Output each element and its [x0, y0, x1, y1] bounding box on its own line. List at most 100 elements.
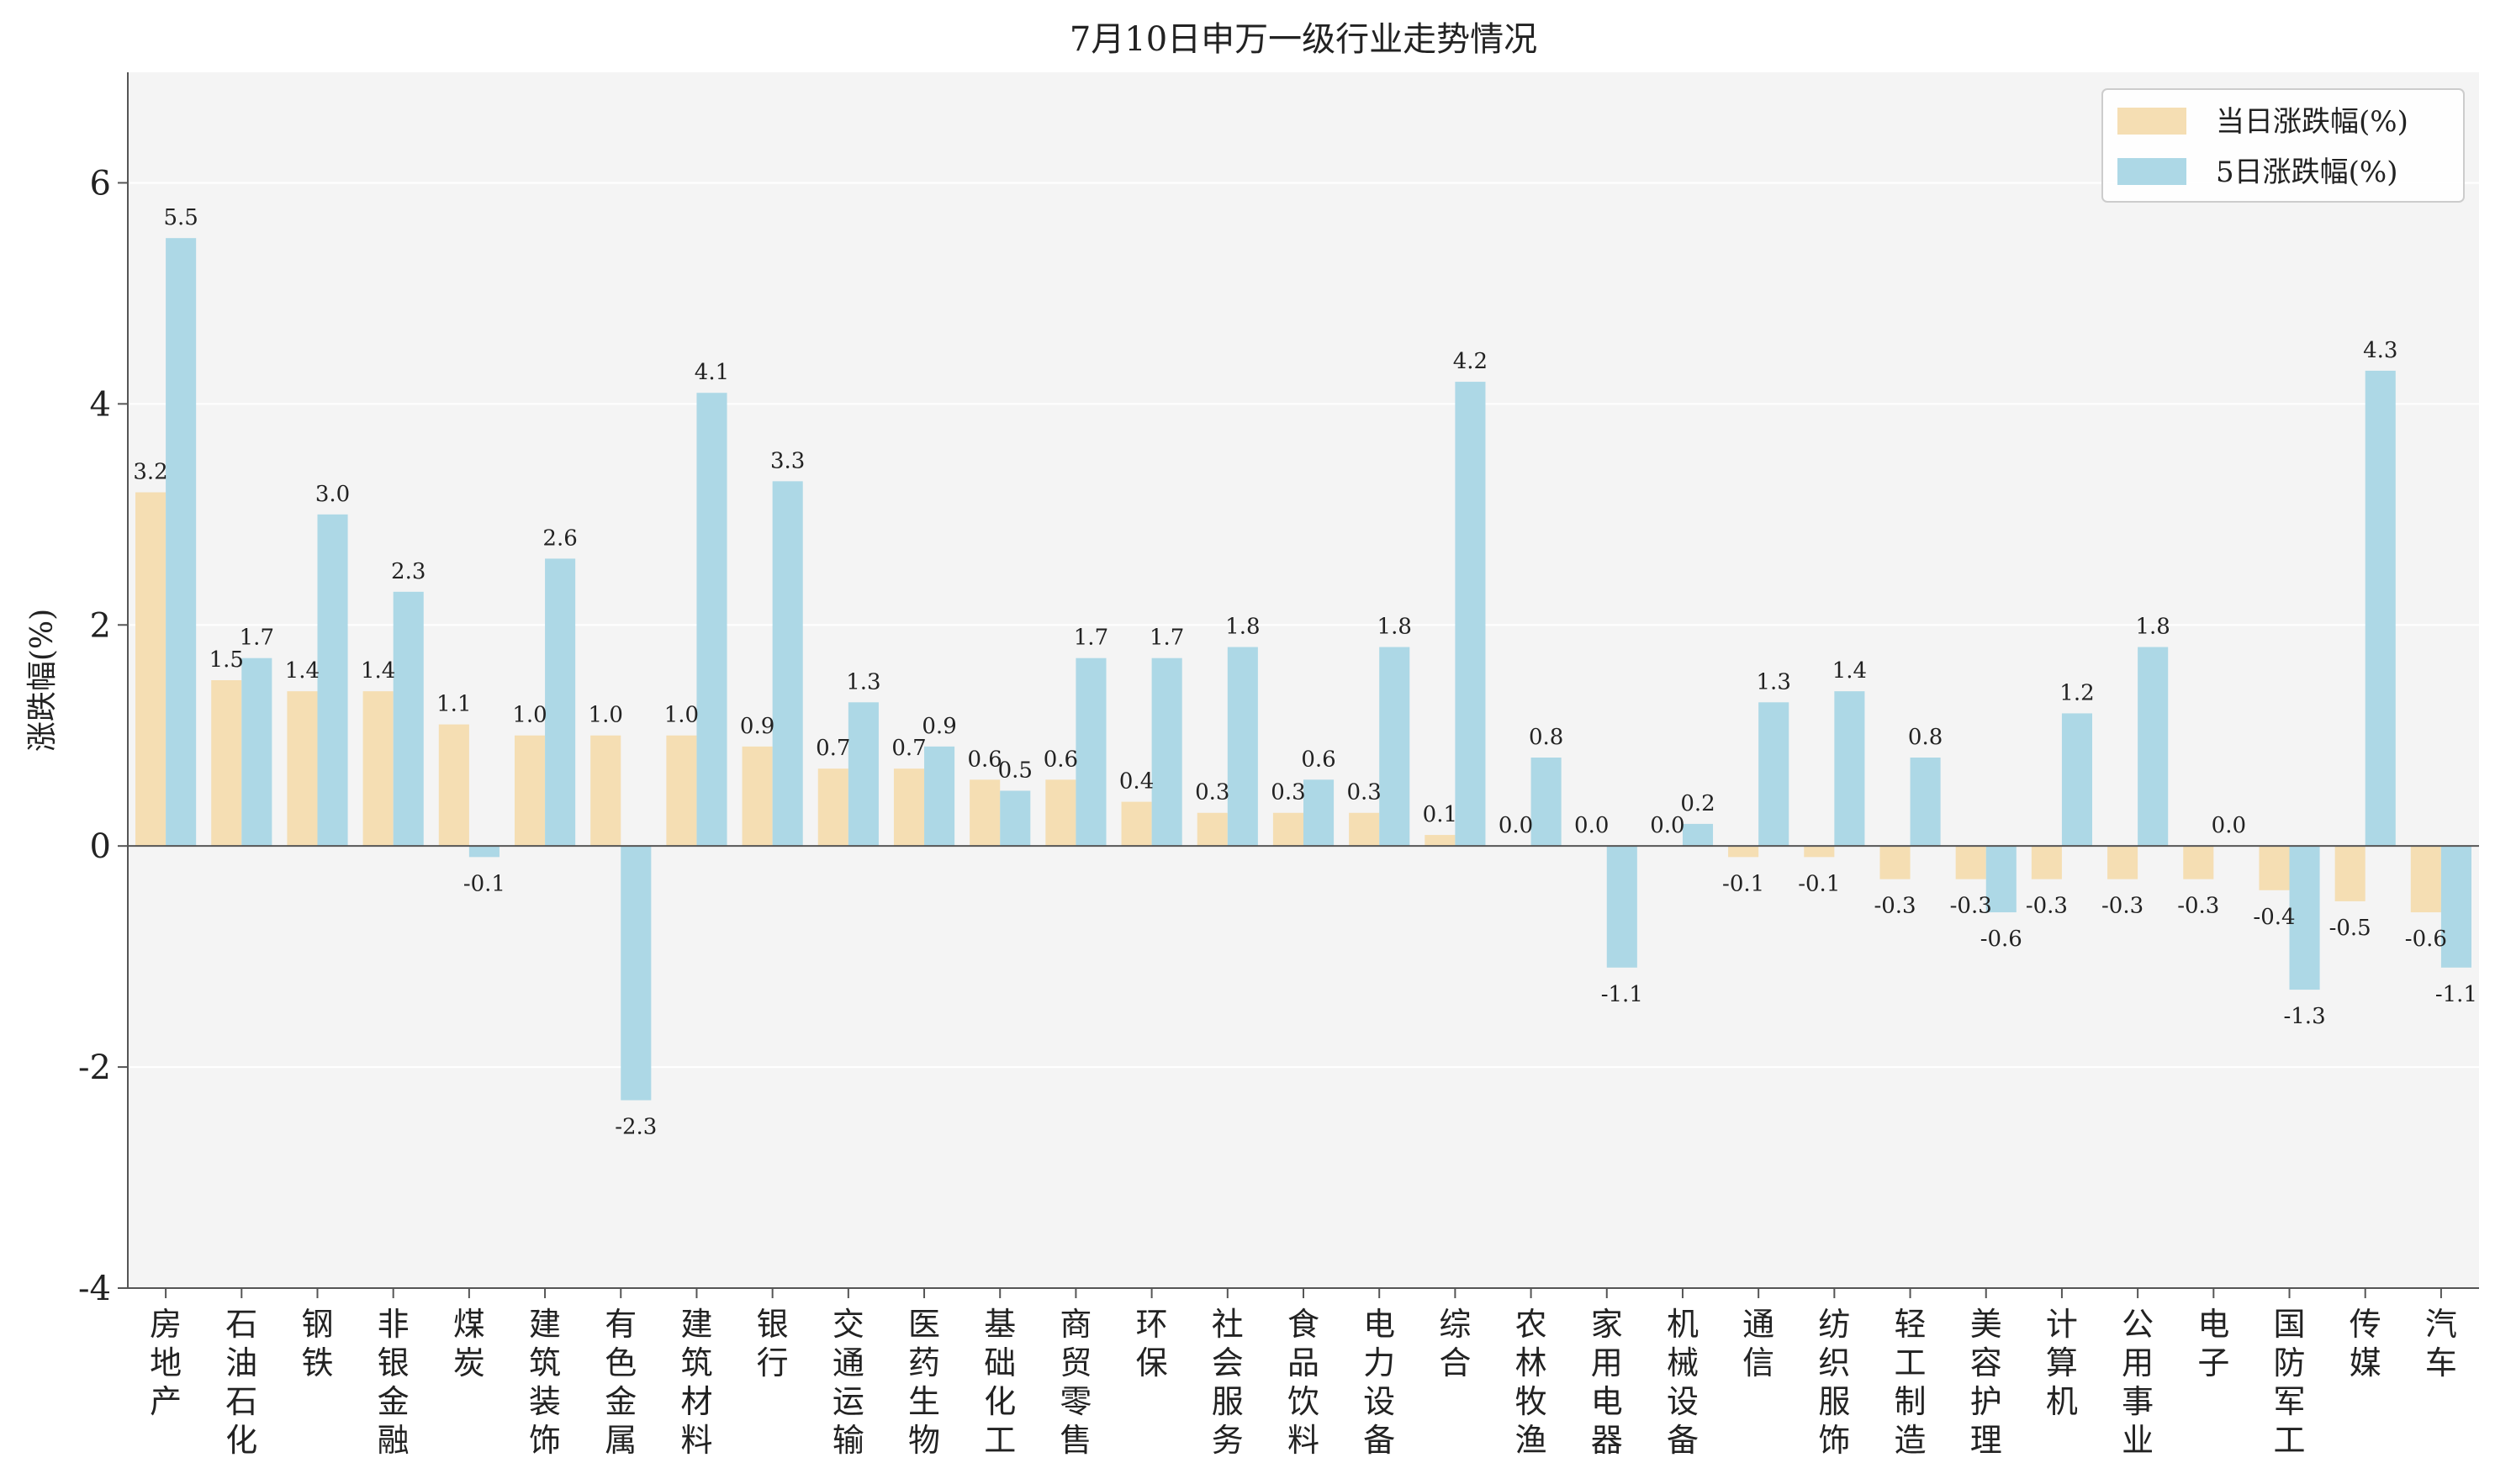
x-tick-label-27: 电子 — [2197, 1306, 2229, 1381]
bar-5day-26 — [2138, 647, 2169, 847]
x-tick-label-5: 建筑装饰 — [529, 1306, 561, 1459]
bar-5day-8 — [772, 481, 803, 847]
legend-swatch-5day — [2117, 158, 2186, 185]
x-tick-label-6: 有色金属 — [605, 1306, 637, 1459]
data-label-5day-21: 1.3 — [1757, 669, 1791, 694]
data-label-5day-16: 1.8 — [1377, 615, 1412, 640]
bar-5day-14 — [1227, 647, 1258, 847]
bar-5day-2 — [317, 514, 348, 847]
data-label-daily-27: -0.3 — [2177, 894, 2219, 919]
data-label-5day-0: 5.5 — [163, 205, 198, 230]
bar-daily-1 — [211, 680, 242, 847]
data-label-daily-14: 0.3 — [1195, 780, 1229, 805]
bar-5day-22 — [1834, 691, 1865, 847]
data-label-daily-15: 0.3 — [1271, 780, 1305, 805]
data-label-daily-3: 1.4 — [361, 658, 395, 684]
bar-5day-5 — [545, 558, 576, 847]
data-label-5day-30: -1.1 — [2435, 982, 2477, 1007]
x-tick-label-10: 医药生物 — [908, 1306, 940, 1459]
data-labels: 3.21.5 1.4 1.41.1 1.0 1.0 1.0 0.90.7 0.7 0.6 0.60… — [133, 205, 2477, 1139]
data-label-5day-1: 1.7 — [240, 626, 274, 651]
data-label-5day-26: 1.8 — [2135, 615, 2170, 640]
x-tick-label-11: 基础化工 — [984, 1306, 1016, 1459]
data-label-daily-26: -0.3 — [2101, 894, 2143, 919]
data-label-daily-29: -0.5 — [2329, 916, 2371, 941]
x-tick-label-21: 通信 — [1742, 1306, 1774, 1381]
x-tick-label-29: 传媒 — [2350, 1306, 2381, 1381]
x-tick-label-1: 石油石化 — [225, 1306, 257, 1459]
legend: 当日涨跌幅(%) 5日涨跌幅(%) — [2101, 88, 2465, 203]
chart-title: 7月10日申万一级行业走势情况 — [1070, 20, 1537, 59]
data-label-5day-23: 0.8 — [1908, 725, 1943, 750]
data-label-5day-5: 2.6 — [542, 525, 577, 551]
y-tick-label: 6 — [90, 164, 111, 203]
y-tick-label: -2 — [78, 1048, 111, 1087]
bar-5day-0 — [166, 238, 197, 847]
data-label-daily-16: 0.3 — [1346, 780, 1381, 805]
bar-daily-25 — [2031, 846, 2062, 879]
data-label-daily-11: 0.6 — [968, 747, 1002, 772]
x-tick-label-15: 食品饮料 — [1287, 1306, 1319, 1459]
data-label-5day-8: 3.3 — [770, 448, 805, 473]
bar-daily-10 — [893, 768, 925, 847]
data-label-5day-9: 1.3 — [846, 669, 880, 694]
bar-daily-28 — [2259, 846, 2290, 890]
data-label-daily-4: 1.1 — [436, 692, 471, 717]
data-label-5day-4: -0.1 — [463, 871, 505, 896]
data-label-5day-19: -1.1 — [1601, 982, 1643, 1007]
bar-5day-15 — [1303, 779, 1335, 847]
data-label-5day-11: 0.5 — [998, 758, 1033, 783]
data-label-5day-10: 0.9 — [922, 714, 956, 739]
x-tick-label-19: 家用电器 — [1591, 1306, 1623, 1459]
x-tick-label-17: 综合 — [1439, 1306, 1471, 1381]
legend-label-daily: 当日涨跌幅(%) — [2216, 105, 2408, 139]
data-label-daily-6: 1.0 — [589, 703, 623, 728]
data-label-daily-19: 0.0 — [1574, 813, 1609, 838]
bar-5day-25 — [2061, 713, 2093, 847]
bar-5day-17 — [1455, 382, 1486, 847]
data-label-5day-14: 1.8 — [1225, 615, 1260, 640]
x-tick-label-8: 银行 — [757, 1306, 789, 1381]
bar-daily-13 — [1121, 801, 1152, 847]
bar-5day-18 — [1530, 758, 1562, 847]
plot-area — [128, 72, 2479, 1288]
data-label-daily-10: 0.7 — [891, 736, 926, 761]
bar-daily-14 — [1197, 812, 1228, 847]
bar-daily-21 — [1728, 846, 1759, 858]
bar-daily-27 — [2183, 846, 2214, 879]
y-tick-label: 4 — [90, 385, 111, 424]
bar-daily-0 — [135, 492, 167, 847]
data-label-5day-3: 2.3 — [391, 559, 426, 584]
x-tick-label-16: 电力设备 — [1363, 1306, 1395, 1459]
bars — [135, 238, 2471, 1101]
data-label-5day-20: 0.2 — [1680, 791, 1715, 816]
bar-daily-22 — [1804, 846, 1835, 858]
bar-daily-9 — [817, 768, 848, 847]
x-tick-label-3: 非银金融 — [378, 1306, 410, 1459]
data-label-daily-21: -0.1 — [1722, 871, 1764, 896]
bar-daily-5 — [514, 735, 546, 847]
data-label-5day-7: 4.1 — [695, 360, 729, 385]
x-tick-label-26: 公用事业 — [2122, 1306, 2154, 1459]
bar-daily-11 — [970, 779, 1001, 847]
y-axis-title: 涨跌幅(%) — [25, 609, 60, 752]
bar-5day-3 — [393, 591, 424, 847]
x-tick-label-28: 国防军工 — [2274, 1306, 2306, 1459]
x-tick-label-14: 社会服务 — [1212, 1306, 1244, 1459]
bar-5day-4 — [468, 846, 500, 858]
data-label-5day-2: 3.0 — [315, 482, 350, 507]
legend-swatch-daily — [2117, 108, 2186, 135]
data-label-daily-17: 0.1 — [1423, 802, 1457, 827]
data-label-5day-27: 0.0 — [2212, 813, 2246, 838]
data-label-5day-15: 0.6 — [1301, 747, 1335, 772]
bar-5day-7 — [696, 393, 727, 847]
bar-daily-23 — [1879, 846, 1911, 879]
data-label-daily-18: 0.0 — [1499, 813, 1533, 838]
data-label-daily-8: 0.9 — [740, 714, 774, 739]
bar-daily-12 — [1045, 779, 1076, 847]
data-label-daily-30: -0.6 — [2405, 927, 2447, 952]
x-tick-label-23: 轻工制造 — [1895, 1306, 1927, 1459]
bar-5day-29 — [2365, 370, 2396, 847]
bar-5day-23 — [1910, 758, 1941, 847]
bar-5day-30 — [2440, 846, 2471, 968]
